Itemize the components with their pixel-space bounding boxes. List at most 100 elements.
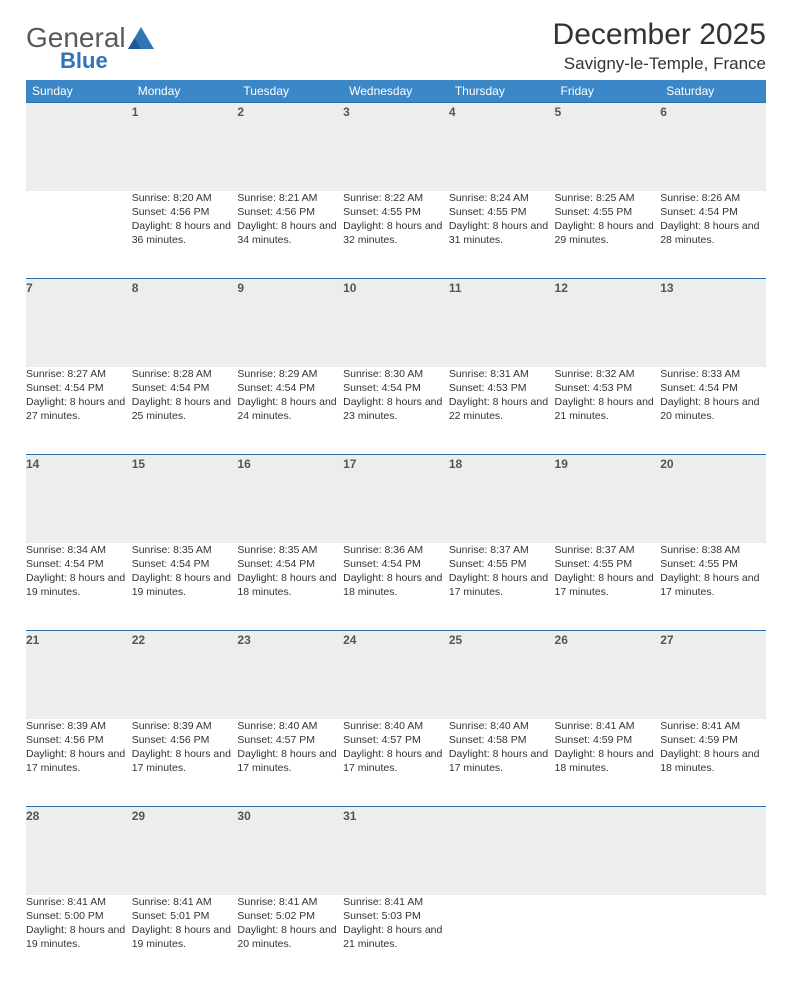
weekday-header: Wednesday <box>343 80 449 103</box>
daylight-text: Daylight: 8 hours and 17 minutes. <box>343 747 449 775</box>
sunrise-text: Sunrise: 8:30 AM <box>343 367 449 381</box>
day-info-cell: Sunrise: 8:41 AMSunset: 4:59 PMDaylight:… <box>555 719 661 807</box>
sun-info: Sunrise: 8:40 AMSunset: 4:57 PMDaylight:… <box>237 719 343 776</box>
day-number: 10 <box>343 281 356 295</box>
day-number-row: 78910111213 <box>26 279 766 367</box>
sunset-text: Sunset: 5:03 PM <box>343 909 449 923</box>
weekday-header: Thursday <box>449 80 555 103</box>
day-number: 31 <box>343 809 356 823</box>
sun-info: Sunrise: 8:41 AMSunset: 4:59 PMDaylight:… <box>555 719 661 776</box>
sunset-text: Sunset: 4:57 PM <box>237 733 343 747</box>
sunrise-text: Sunrise: 8:37 AM <box>555 543 661 557</box>
daylight-text: Daylight: 8 hours and 34 minutes. <box>237 219 343 247</box>
day-number: 25 <box>449 633 462 647</box>
daylight-text: Daylight: 8 hours and 29 minutes. <box>555 219 661 247</box>
sun-info: Sunrise: 8:37 AMSunset: 4:55 PMDaylight:… <box>449 543 555 600</box>
month-title: December 2025 <box>553 18 766 52</box>
sun-info: Sunrise: 8:41 AMSunset: 5:01 PMDaylight:… <box>132 895 238 952</box>
day-info-cell <box>26 191 132 279</box>
day-info-cell: Sunrise: 8:29 AMSunset: 4:54 PMDaylight:… <box>237 367 343 455</box>
daylight-text: Daylight: 8 hours and 22 minutes. <box>449 395 555 423</box>
weekday-header: Monday <box>132 80 238 103</box>
day-number-cell: 18 <box>449 455 555 543</box>
sunset-text: Sunset: 4:54 PM <box>343 557 449 571</box>
daylight-text: Daylight: 8 hours and 19 minutes. <box>26 923 132 951</box>
day-info-cell: Sunrise: 8:40 AMSunset: 4:57 PMDaylight:… <box>343 719 449 807</box>
sunrise-text: Sunrise: 8:36 AM <box>343 543 449 557</box>
daylight-text: Daylight: 8 hours and 23 minutes. <box>343 395 449 423</box>
day-number: 29 <box>132 809 145 823</box>
day-number-cell: 10 <box>343 279 449 367</box>
sunrise-text: Sunrise: 8:21 AM <box>237 191 343 205</box>
sunset-text: Sunset: 4:55 PM <box>660 557 766 571</box>
daylight-text: Daylight: 8 hours and 18 minutes. <box>343 571 449 599</box>
sun-info: Sunrise: 8:24 AMSunset: 4:55 PMDaylight:… <box>449 191 555 248</box>
day-info-row: Sunrise: 8:41 AMSunset: 5:00 PMDaylight:… <box>26 895 766 983</box>
sun-info: Sunrise: 8:41 AMSunset: 5:02 PMDaylight:… <box>237 895 343 952</box>
sun-info: Sunrise: 8:32 AMSunset: 4:53 PMDaylight:… <box>555 367 661 424</box>
day-info-cell: Sunrise: 8:39 AMSunset: 4:56 PMDaylight:… <box>26 719 132 807</box>
sun-info: Sunrise: 8:20 AMSunset: 4:56 PMDaylight:… <box>132 191 238 248</box>
day-number-cell <box>660 807 766 895</box>
sun-info: Sunrise: 8:30 AMSunset: 4:54 PMDaylight:… <box>343 367 449 424</box>
daylight-text: Daylight: 8 hours and 25 minutes. <box>132 395 238 423</box>
sunset-text: Sunset: 4:59 PM <box>555 733 661 747</box>
day-info-cell: Sunrise: 8:41 AMSunset: 5:01 PMDaylight:… <box>132 895 238 983</box>
day-number: 24 <box>343 633 356 647</box>
daylight-text: Daylight: 8 hours and 24 minutes. <box>237 395 343 423</box>
daylight-text: Daylight: 8 hours and 17 minutes. <box>132 747 238 775</box>
sunrise-text: Sunrise: 8:29 AM <box>237 367 343 381</box>
day-number-cell: 21 <box>26 631 132 719</box>
day-info-cell <box>660 895 766 983</box>
day-number-cell: 29 <box>132 807 238 895</box>
daylight-text: Daylight: 8 hours and 20 minutes. <box>237 923 343 951</box>
day-info-cell: Sunrise: 8:40 AMSunset: 4:57 PMDaylight:… <box>237 719 343 807</box>
day-number: 7 <box>26 281 33 295</box>
day-info-cell: Sunrise: 8:34 AMSunset: 4:54 PMDaylight:… <box>26 543 132 631</box>
day-number-cell: 4 <box>449 103 555 191</box>
day-number-cell: 19 <box>555 455 661 543</box>
sunset-text: Sunset: 4:56 PM <box>26 733 132 747</box>
sunset-text: Sunset: 4:55 PM <box>343 205 449 219</box>
day-number-cell: 16 <box>237 455 343 543</box>
sunrise-text: Sunrise: 8:41 AM <box>132 895 238 909</box>
day-info-cell: Sunrise: 8:38 AMSunset: 4:55 PMDaylight:… <box>660 543 766 631</box>
day-number: 21 <box>26 633 39 647</box>
daylight-text: Daylight: 8 hours and 19 minutes. <box>132 923 238 951</box>
day-info-cell: Sunrise: 8:41 AMSunset: 4:59 PMDaylight:… <box>660 719 766 807</box>
day-number-cell: 8 <box>132 279 238 367</box>
sunset-text: Sunset: 4:55 PM <box>449 205 555 219</box>
sunset-text: Sunset: 4:54 PM <box>660 205 766 219</box>
day-number-cell: 9 <box>237 279 343 367</box>
daylight-text: Daylight: 8 hours and 17 minutes. <box>237 747 343 775</box>
day-info-cell: Sunrise: 8:31 AMSunset: 4:53 PMDaylight:… <box>449 367 555 455</box>
sun-info: Sunrise: 8:34 AMSunset: 4:54 PMDaylight:… <box>26 543 132 600</box>
sunset-text: Sunset: 4:56 PM <box>132 205 238 219</box>
sunset-text: Sunset: 4:54 PM <box>132 557 238 571</box>
sun-info: Sunrise: 8:36 AMSunset: 4:54 PMDaylight:… <box>343 543 449 600</box>
daylight-text: Daylight: 8 hours and 17 minutes. <box>660 571 766 599</box>
day-number-cell: 7 <box>26 279 132 367</box>
day-number: 15 <box>132 457 145 471</box>
daylight-text: Daylight: 8 hours and 36 minutes. <box>132 219 238 247</box>
day-number: 9 <box>237 281 244 295</box>
sunset-text: Sunset: 5:02 PM <box>237 909 343 923</box>
day-number-cell: 15 <box>132 455 238 543</box>
day-info-cell: Sunrise: 8:37 AMSunset: 4:55 PMDaylight:… <box>449 543 555 631</box>
sunrise-text: Sunrise: 8:40 AM <box>343 719 449 733</box>
sun-info: Sunrise: 8:31 AMSunset: 4:53 PMDaylight:… <box>449 367 555 424</box>
day-number-cell: 31 <box>343 807 449 895</box>
day-info-cell: Sunrise: 8:26 AMSunset: 4:54 PMDaylight:… <box>660 191 766 279</box>
weekday-header-row: SundayMondayTuesdayWednesdayThursdayFrid… <box>26 80 766 103</box>
day-number: 5 <box>555 105 562 119</box>
day-number-cell: 5 <box>555 103 661 191</box>
day-info-cell: Sunrise: 8:40 AMSunset: 4:58 PMDaylight:… <box>449 719 555 807</box>
sun-info: Sunrise: 8:26 AMSunset: 4:54 PMDaylight:… <box>660 191 766 248</box>
day-info-cell: Sunrise: 8:41 AMSunset: 5:02 PMDaylight:… <box>237 895 343 983</box>
day-number: 28 <box>26 809 39 823</box>
sun-info: Sunrise: 8:38 AMSunset: 4:55 PMDaylight:… <box>660 543 766 600</box>
daylight-text: Daylight: 8 hours and 18 minutes. <box>555 747 661 775</box>
calendar-table: SundayMondayTuesdayWednesdayThursdayFrid… <box>26 80 766 983</box>
day-info-cell: Sunrise: 8:35 AMSunset: 4:54 PMDaylight:… <box>132 543 238 631</box>
day-number-cell <box>26 103 132 191</box>
